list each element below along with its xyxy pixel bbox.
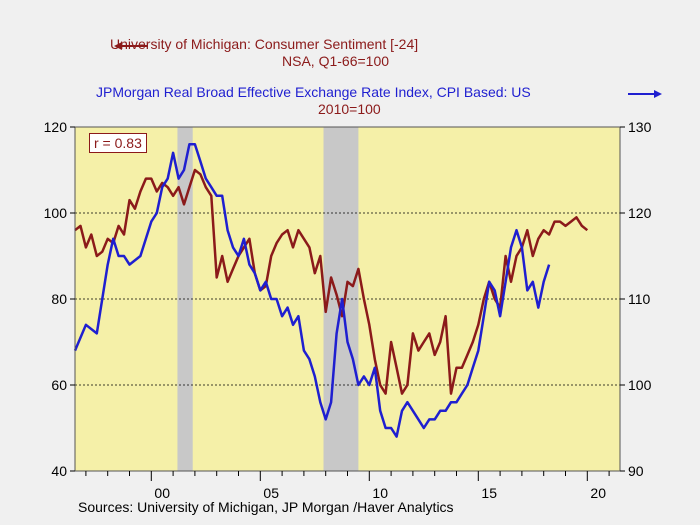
sentiment-series-line <box>74 168 589 395</box>
legend-sentiment-label: University of Michigan: Consumer Sentime… <box>110 36 419 52</box>
x-tick-label: 05 <box>263 485 279 501</box>
legend-exchange-title: JPMorgan Real Broad Effective Exchange R… <box>96 84 531 100</box>
legend-exchange-subtitle: 2010=100 <box>318 101 381 117</box>
y-right-tick-label: 130 <box>628 119 652 135</box>
legend-sentiment-subtitle: NSA, Q1-66=100 <box>282 53 390 69</box>
y-left-tick-label: 40 <box>51 463 67 479</box>
y-right-tick-label: 120 <box>628 205 652 221</box>
x-tick-label: 00 <box>154 485 170 501</box>
y-right-tick-label: 90 <box>628 463 644 479</box>
x-tick-label: 20 <box>590 485 606 501</box>
right-arrow-icon <box>628 90 662 98</box>
legend-exchange-label: JPMorgan Real Broad Effective Exchange R… <box>96 84 531 100</box>
x-tick-label: 15 <box>481 485 497 501</box>
axes: 40 60 80 100 120 90 100 110 120 130 00 05 10 15 20 <box>44 119 652 501</box>
exchange-series-line <box>73 142 551 438</box>
series-lines <box>73 142 589 438</box>
source-note: Sources: University of Michigan, JP Morg… <box>78 499 454 515</box>
y-left-tick-label: 80 <box>51 291 67 307</box>
left-arrow-icon <box>114 42 148 50</box>
correlation-annotation: r = 0.83 <box>89 133 147 153</box>
y-left-tick-label: 100 <box>44 205 68 221</box>
legend-sentiment-title: University of Michigan: Consumer Sentime… <box>110 36 418 52</box>
y-left-tick-label: 120 <box>44 119 68 135</box>
y-right-tick-label: 110 <box>628 291 651 307</box>
x-tick-label: 10 <box>372 485 388 501</box>
grid-lines <box>75 212 620 386</box>
y-left-tick-label: 60 <box>51 377 67 393</box>
y-right-tick-label: 100 <box>628 377 652 393</box>
